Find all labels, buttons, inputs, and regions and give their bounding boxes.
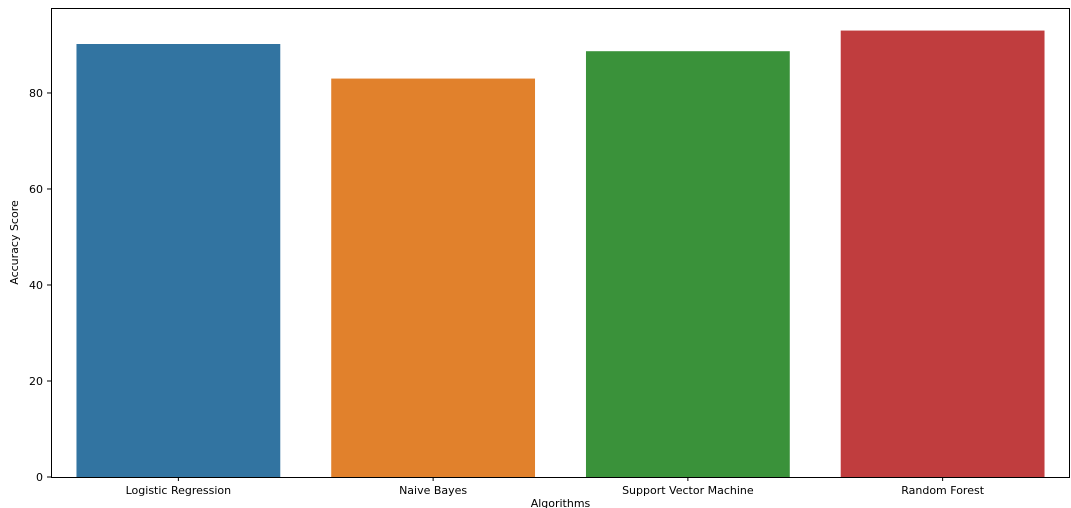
- bar-random-forest: [840, 30, 1045, 478]
- x-tick-label: Support Vector Machine: [622, 484, 754, 497]
- bar-naive-bayes: [331, 78, 536, 478]
- y-tick-label: 80: [29, 87, 43, 100]
- bar-logistic-regression: [76, 44, 281, 477]
- y-tick-label: 20: [29, 375, 43, 388]
- x-tick-label: Logistic Regression: [126, 484, 232, 497]
- y-axis-title: Accuracy Score: [8, 200, 21, 285]
- y-tick-label: 0: [36, 471, 43, 484]
- x-axis: Logistic Regression Naive Bayes Support Ve…: [126, 477, 985, 497]
- y-tick-label: 60: [29, 183, 43, 196]
- x-tick-label: Naive Bayes: [399, 484, 467, 497]
- bars-group: [76, 30, 1045, 478]
- bar-support-vector-machine: [585, 51, 790, 478]
- y-tick-label: 40: [29, 279, 43, 292]
- x-axis-title: Algorithms: [531, 497, 591, 508]
- x-tick-label: Random Forest: [901, 484, 984, 497]
- y-axis: 0 20 40 60 80: [29, 87, 51, 484]
